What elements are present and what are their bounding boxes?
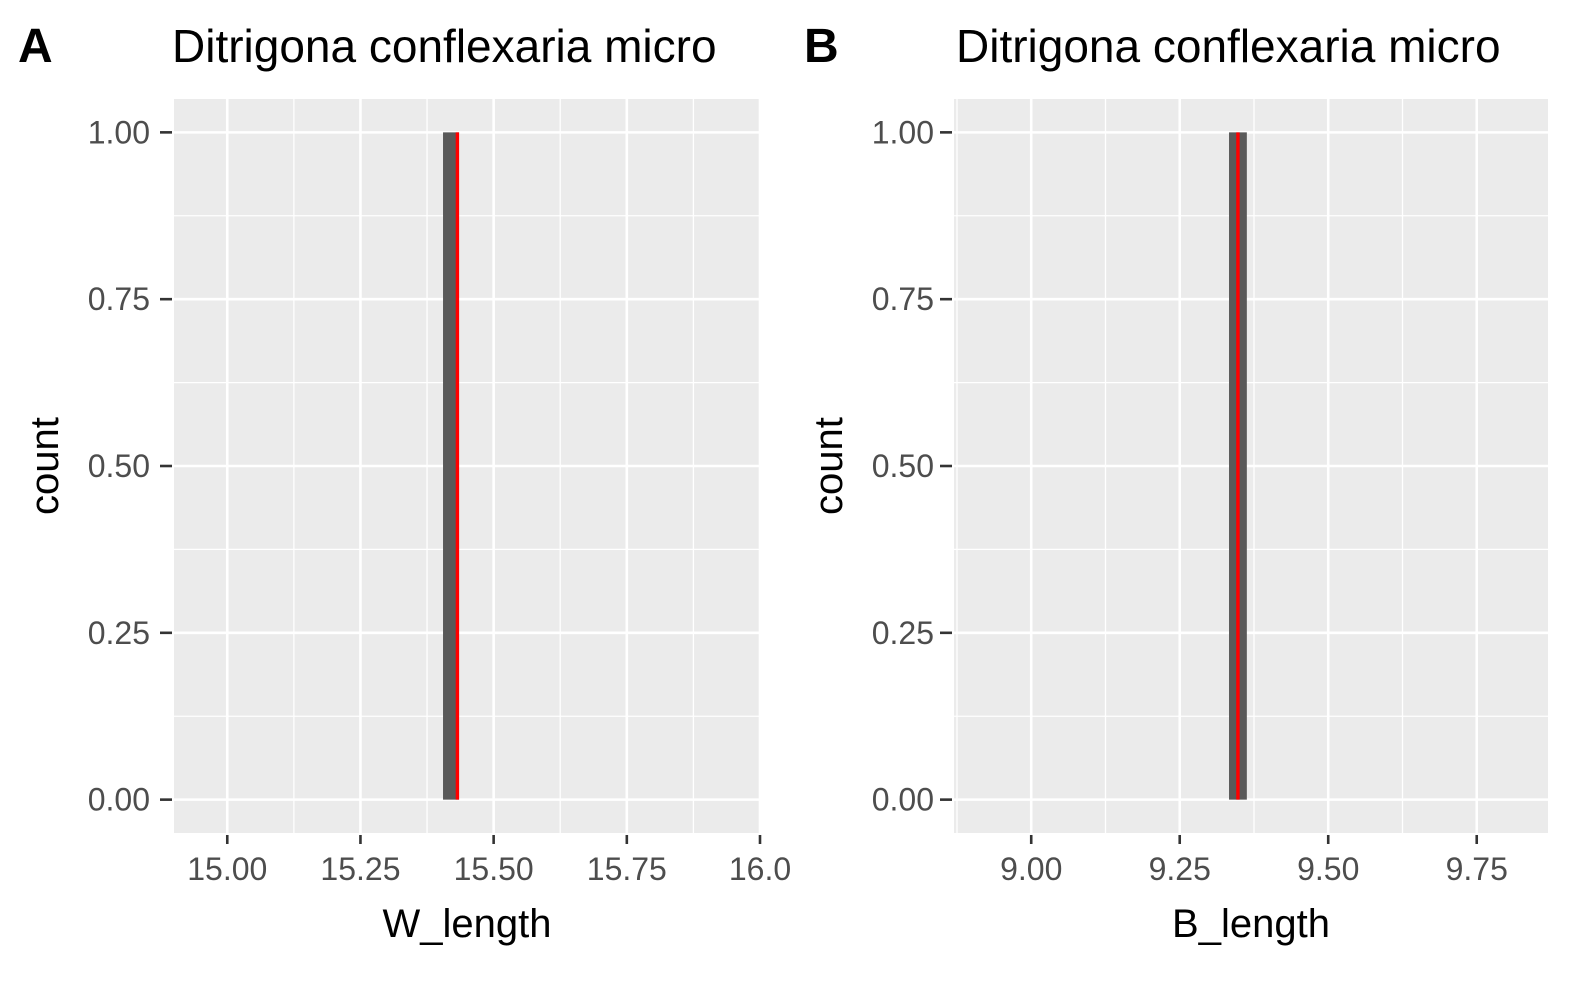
x-axis-title: W_length (383, 902, 552, 946)
y-axis-title: count (807, 417, 851, 515)
panel-b: B Ditrigona conflexaria micro 0.00 0.25 0.50… (804, 20, 1548, 946)
y-tick-label: 0.00 (88, 782, 150, 818)
x-tick-label: 9.50 (1297, 851, 1359, 887)
x-tick-label: 9.25 (1149, 851, 1211, 887)
histogram-bar (443, 132, 460, 800)
y-tick-label: 1.00 (872, 114, 934, 150)
x-tick-label: 15.25 (320, 851, 400, 887)
x-tick-label: 15.00 (187, 851, 267, 887)
x-tick-label: 15.75 (587, 851, 667, 887)
y-tick-label: 0.75 (872, 281, 934, 317)
x-tick-label: 15.50 (454, 851, 534, 887)
y-tick-label: 0.25 (872, 615, 934, 651)
x-axis-title: B_length (1172, 902, 1330, 946)
y-tick-label: 0.00 (872, 782, 934, 818)
y-axis-title: count (23, 417, 67, 515)
panel-a: A Ditrigona conflexaria micro 0.00 0.25 0.50… (18, 20, 791, 946)
y-tick-label: 0.50 (872, 448, 934, 484)
x-tick-label: 16.0 (729, 851, 791, 887)
panel-label: A (18, 20, 53, 73)
y-tick-label: 0.75 (88, 281, 150, 317)
panel-label: B (804, 20, 839, 73)
chart-title: Ditrigona conflexaria micro (956, 20, 1501, 72)
chart-title: Ditrigona conflexaria micro (172, 20, 717, 72)
y-tick-label: 0.25 (88, 615, 150, 651)
x-tick-label: 9.75 (1446, 851, 1508, 887)
y-tick-label: 0.50 (88, 448, 150, 484)
x-tick-label: 9.00 (1000, 851, 1062, 887)
y-tick-label: 1.00 (88, 114, 150, 150)
